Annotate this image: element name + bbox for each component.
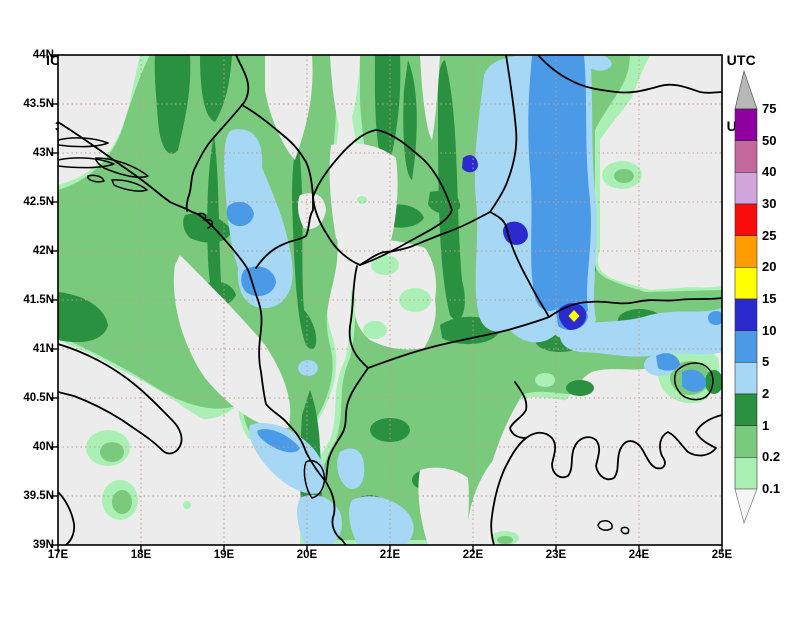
lat-label: 41N xyxy=(32,343,54,355)
lat-label: 41.5N xyxy=(23,294,54,306)
lat-label: 40N xyxy=(32,441,54,453)
legend-label: 40 xyxy=(762,164,777,179)
legend-label: 30 xyxy=(762,196,777,211)
legend-swatch xyxy=(734,425,758,458)
legend-label: 75 xyxy=(762,101,777,116)
coastlines xyxy=(58,121,722,545)
lat-label: 43N xyxy=(32,147,54,159)
lon-label: 19E xyxy=(213,549,235,561)
legend-colorbar xyxy=(734,69,758,525)
legend-swatch xyxy=(734,298,758,332)
max-precip-marker xyxy=(568,310,580,322)
legend-label: 5 xyxy=(762,354,770,369)
legend-label: 2 xyxy=(762,386,770,401)
lon-label: 23E xyxy=(545,549,567,561)
legend-swatch xyxy=(734,203,758,237)
legend-swatch xyxy=(734,172,758,205)
lat-label: 43.5N xyxy=(23,98,54,110)
lon-label: 24E xyxy=(628,549,650,561)
lon-label: 22E xyxy=(462,549,484,561)
legend-label: 20 xyxy=(762,259,777,274)
axis-ticks-left xyxy=(51,54,58,546)
lat-label: 40.5N xyxy=(23,392,54,404)
legend-label: 10 xyxy=(762,323,777,338)
gridlines xyxy=(58,55,722,545)
legend-label: 15 xyxy=(762,291,777,306)
legend-swatch xyxy=(734,235,758,268)
legend-swatch xyxy=(734,266,758,300)
dry-areas xyxy=(58,55,722,545)
legend-label: 0.1 xyxy=(762,481,781,496)
legend-swatch xyxy=(734,456,758,490)
legend-swatch xyxy=(734,393,758,427)
lon-label: 21E xyxy=(379,549,401,561)
country-borders xyxy=(185,55,722,481)
lat-label: 39N xyxy=(32,539,54,551)
legend-label: 0.2 xyxy=(762,449,781,464)
lat-label: 39.5N xyxy=(23,490,54,502)
legend-swatch xyxy=(734,108,758,142)
lat-label: 44N xyxy=(32,49,54,61)
legend-label: 25 xyxy=(762,228,777,243)
legend-label: 50 xyxy=(762,133,777,148)
lat-label: 42.5N xyxy=(23,196,54,208)
lon-label: 25E xyxy=(711,549,733,561)
legend-label: 1 xyxy=(762,418,770,433)
axis-ticks-bottom xyxy=(57,545,723,552)
lon-label: 18E xyxy=(130,549,152,561)
legend-underflow-arrow xyxy=(734,488,758,525)
legend-overflow-arrow xyxy=(734,69,758,110)
legend-swatch xyxy=(734,330,758,363)
legend-swatch xyxy=(734,361,758,395)
lat-label: 42N xyxy=(32,245,54,257)
legend-swatch xyxy=(734,140,758,173)
lon-label: 17E xyxy=(47,549,69,561)
lon-label: 20E xyxy=(296,549,318,561)
